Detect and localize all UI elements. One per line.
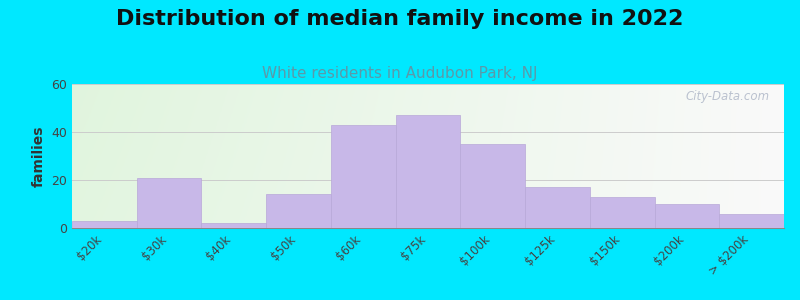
- Bar: [654, 204, 719, 228]
- Text: Distribution of median family income in 2022: Distribution of median family income in …: [116, 9, 684, 29]
- Bar: [266, 194, 331, 228]
- Bar: [331, 125, 396, 228]
- Y-axis label: families: families: [32, 125, 46, 187]
- Bar: [72, 221, 137, 228]
- Bar: [590, 197, 654, 228]
- Bar: [137, 178, 202, 228]
- Bar: [202, 223, 266, 228]
- Text: City-Data.com: City-Data.com: [686, 90, 770, 103]
- Bar: [525, 187, 590, 228]
- Bar: [719, 214, 784, 228]
- Bar: [460, 144, 525, 228]
- Bar: [396, 115, 460, 228]
- Text: White residents in Audubon Park, NJ: White residents in Audubon Park, NJ: [262, 66, 538, 81]
